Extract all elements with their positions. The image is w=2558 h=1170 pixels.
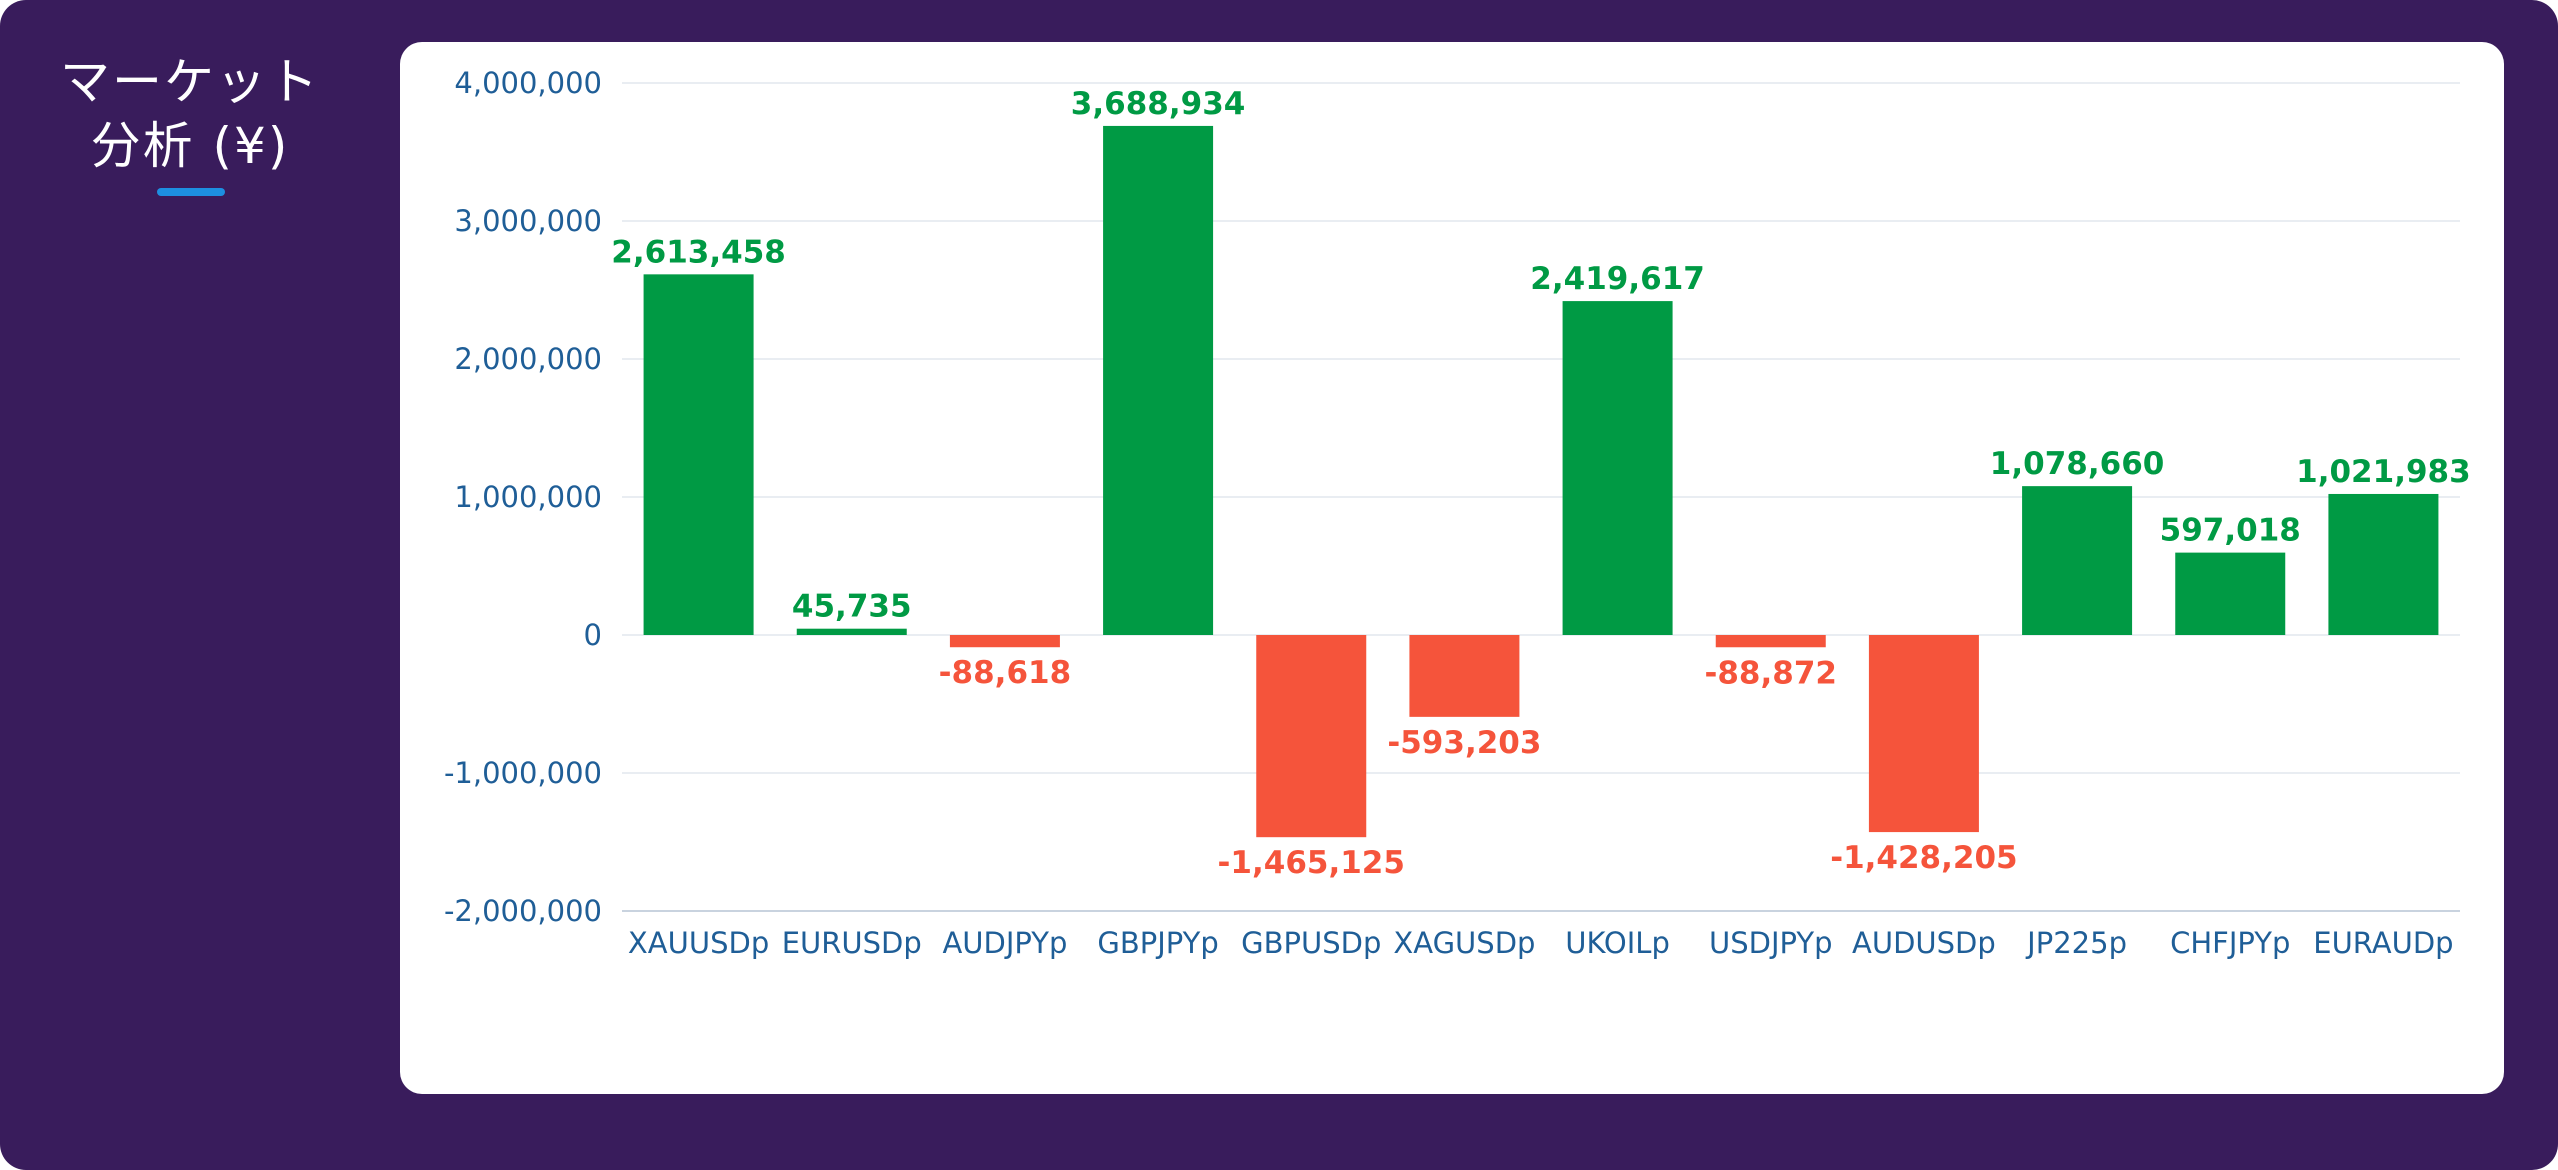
- bar: [1868, 635, 1979, 833]
- data-label: 2,613,458: [611, 234, 786, 270]
- x-tick-label: EURUSDp: [782, 926, 922, 960]
- bar: [2328, 493, 2439, 635]
- y-tick-label: 0: [584, 618, 602, 652]
- page-title-line2: 分析 (¥): [90, 117, 290, 175]
- x-tick-label: USDJPYp: [1709, 926, 1833, 960]
- bar: [1256, 635, 1367, 838]
- y-tick-label: 3,000,000: [454, 204, 602, 238]
- x-tick-label: UKOILp: [1565, 926, 1670, 960]
- bar-chart: 4,000,000 3,000,000 2,000,000 1,000,000 0 -1,…: [444, 66, 2471, 960]
- x-tick-label: GBPUSDp: [1241, 926, 1381, 960]
- bar: [949, 635, 1060, 648]
- x-tick-label: XAUUSDp: [628, 926, 769, 960]
- x-tick-label: GBPJPYp: [1097, 926, 1218, 960]
- bars: [643, 125, 2439, 838]
- data-label: 2,419,617: [1530, 261, 1705, 297]
- chart-card: 4,000,000 3,000,000 2,000,000 1,000,000 0 -1,…: [400, 42, 2504, 1094]
- x-tick-label: AUDUSDp: [1852, 926, 1996, 960]
- bar: [643, 274, 754, 635]
- x-axis-ticks: XAUUSDp EURUSDp AUDJPYp GBPJPYp GBPUSDp XAGUS…: [628, 926, 2454, 960]
- bar: [1715, 635, 1826, 648]
- y-axis-ticks: 4,000,000 3,000,000 2,000,000 1,000,000 0 -1,…: [444, 66, 602, 928]
- bar: [1562, 301, 1673, 635]
- x-tick-label: CHFJPYp: [2170, 926, 2290, 960]
- x-tick-label: XAGUSDp: [1393, 926, 1535, 960]
- data-label: -88,872: [1705, 655, 1838, 691]
- y-tick-label: 4,000,000: [454, 66, 602, 100]
- bar: [2175, 552, 2286, 635]
- bar: [2022, 486, 2133, 635]
- y-tick-label: -1,000,000: [444, 756, 602, 790]
- x-tick-label: JP225p: [2025, 926, 2127, 960]
- bar: [796, 628, 907, 635]
- title-underline: [157, 188, 225, 196]
- x-tick-label: EURAUDp: [2313, 926, 2453, 960]
- y-tick-label: 1,000,000: [454, 480, 602, 514]
- grid-lines: [622, 82, 2460, 912]
- page-title-line1: マーケット: [60, 53, 320, 111]
- data-labels: 2,613,458 45,735 -88,618 3,688,934 -1,465,12…: [611, 86, 2470, 881]
- y-tick-label: 2,000,000: [454, 342, 602, 376]
- bar: [1409, 635, 1520, 717]
- data-label: 1,078,660: [1990, 446, 2165, 482]
- x-tick-label: AUDJPYp: [942, 926, 1067, 960]
- data-label: 597,018: [2160, 513, 2301, 549]
- data-label: -593,203: [1387, 725, 1541, 761]
- data-label: 3,688,934: [1071, 86, 1246, 122]
- data-label: -1,428,205: [1830, 840, 2017, 876]
- data-label: -1,465,125: [1218, 845, 1405, 881]
- data-label: 45,735: [792, 589, 912, 625]
- y-tick-label: -2,000,000: [444, 894, 602, 928]
- bar: [1103, 125, 1214, 635]
- page-title: マーケット 分析 (¥): [40, 50, 340, 178]
- data-label: -88,618: [939, 655, 1072, 691]
- data-label: 1,021,983: [2296, 454, 2471, 490]
